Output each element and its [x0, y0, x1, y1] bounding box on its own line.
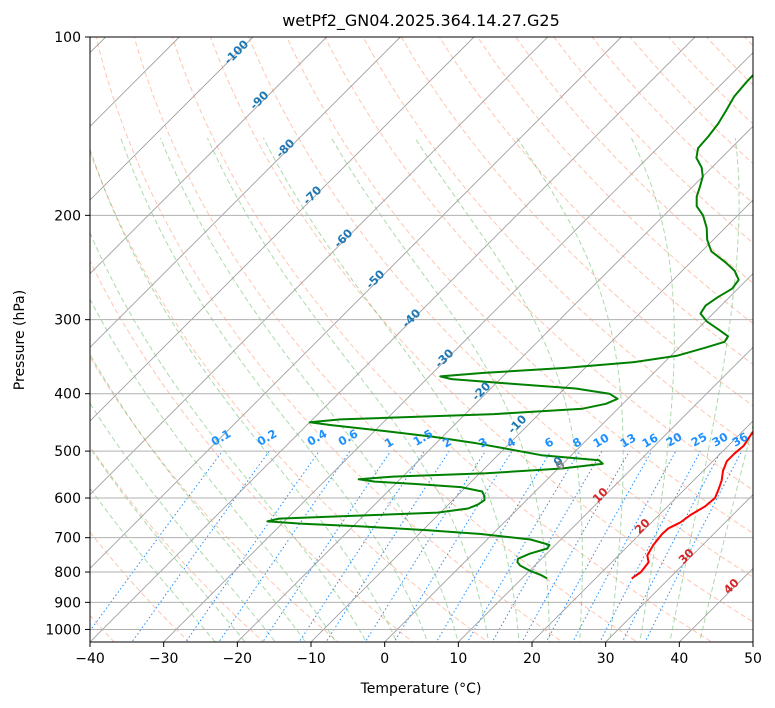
mixing-ratio-label: 30	[710, 429, 731, 449]
y-tick-label: 500	[54, 444, 81, 460]
mixing-ratio-label: 10	[591, 430, 612, 450]
dry-adiabat	[90, 150, 489, 642]
moist-adiabat	[90, 446, 246, 642]
x-tick-label: 40	[670, 651, 688, 667]
moist-adiabat	[90, 231, 367, 642]
moist-adiabat	[330, 137, 550, 642]
dry-adiabat	[90, 531, 190, 642]
dry-adiabat	[133, 37, 638, 642]
x-tick-label: 20	[523, 651, 541, 667]
mixing-ratio-line	[131, 450, 270, 642]
dry-adiabat	[591, 37, 753, 204]
moist-adiabat	[414, 137, 583, 642]
dry-adiabat	[90, 259, 414, 642]
mixing-ratio-label: 36	[730, 429, 751, 449]
moist-adiabat	[90, 402, 276, 642]
y-axis: 100 200 300 400 500 600 700 800 900 1000	[45, 30, 90, 638]
isotherm-line	[90, 37, 401, 348]
y-tick-label: 300	[54, 313, 81, 329]
moist-adiabat	[206, 137, 490, 642]
mixing-ratio-line	[262, 450, 392, 642]
isotherm-line	[90, 37, 548, 496]
y-tick-label: 900	[54, 595, 81, 611]
dry-adiabat	[90, 445, 265, 642]
y-axis-title: Pressure (hPa)	[12, 290, 28, 390]
x-tick-label: 10	[449, 651, 467, 667]
y-tick-label: 100	[54, 30, 81, 46]
y-tick-label: 600	[54, 491, 81, 507]
isotherm-line	[90, 37, 622, 569]
pressure-gridlines	[90, 37, 753, 630]
isotherm-line	[90, 37, 475, 422]
mixing-ratio-line	[644, 450, 743, 642]
dewpoint-profile	[266, 73, 753, 580]
mixing-ratio-line	[545, 450, 653, 642]
x-axis-title: Temperature (°C)	[360, 681, 482, 697]
mixing-ratio-label: 25	[689, 429, 710, 449]
x-axis: −40 −30 −20 −10 0 10 20 30 40 50	[75, 642, 762, 667]
mixing-ratio-line	[218, 450, 351, 642]
x-tick-label: −20	[223, 651, 253, 667]
mixing-ratio-label: 13	[618, 430, 639, 450]
y-tick-label: 200	[54, 208, 81, 224]
y-tick-label: 400	[54, 387, 81, 403]
moist-adiabat	[120, 137, 429, 642]
isotherm-line	[458, 346, 753, 642]
mixing-ratio-label: 16	[640, 430, 661, 450]
moist-adiabat	[90, 297, 337, 642]
profiles	[266, 73, 753, 580]
dry-adiabat	[477, 37, 753, 325]
moist-adiabat	[160, 137, 459, 642]
isotherm-line	[237, 125, 753, 642]
mixing-ratio-label: 20	[664, 429, 685, 449]
moist-adiabat	[669, 137, 740, 642]
dry-adiabat	[667, 37, 753, 125]
x-tick-label: −10	[296, 651, 326, 667]
mixing-ratio-line	[491, 450, 603, 642]
mixing-ratio-line	[298, 450, 425, 642]
dry-adiabat	[362, 37, 753, 449]
isotherm-line	[90, 37, 696, 642]
isotherm-line	[384, 273, 753, 642]
moist-adiabat	[516, 137, 624, 642]
moist-adiabat	[699, 422, 753, 642]
guide-lines	[90, 37, 753, 642]
isotherm-line	[163, 52, 753, 642]
x-tick-label: 0	[380, 651, 389, 667]
dry-adiabat	[209, 37, 753, 623]
plot-frame	[89, 36, 754, 643]
dry-adiabat	[171, 37, 713, 642]
isotherm-line	[310, 199, 753, 642]
dry-adiabat	[400, 37, 753, 407]
dry-adiabat	[553, 37, 753, 244]
moist-adiabat	[90, 147, 398, 642]
chart-title: wetPf2_GN04.2025.364.14.27.G25	[282, 11, 560, 31]
y-tick-label: 800	[54, 565, 81, 581]
mixing-ratio-line	[185, 450, 320, 642]
x-tick-label: 50	[744, 651, 762, 667]
y-tick-label: 1000	[45, 622, 81, 638]
isotherm-line	[531, 420, 753, 642]
moist-adiabat	[630, 137, 675, 642]
moist-adiabat	[90, 353, 307, 642]
dry-adiabat	[286, 37, 753, 534]
temperature-profile	[631, 430, 753, 580]
isotherm-line	[90, 37, 254, 201]
dry-adiabat	[95, 37, 564, 642]
mixing-ratio-line	[435, 450, 552, 642]
plot-area	[90, 37, 753, 642]
x-tick-label: −40	[75, 651, 105, 667]
mixing-ratio-line	[466, 450, 580, 642]
isotherm-line	[605, 494, 753, 642]
moist-adiabat	[262, 137, 520, 642]
x-tick-label: 30	[597, 651, 615, 667]
y-tick-label: 700	[54, 531, 81, 547]
dry-adiabat	[248, 37, 753, 578]
isotherm-line	[90, 37, 327, 275]
x-tick-label: −30	[149, 651, 179, 667]
